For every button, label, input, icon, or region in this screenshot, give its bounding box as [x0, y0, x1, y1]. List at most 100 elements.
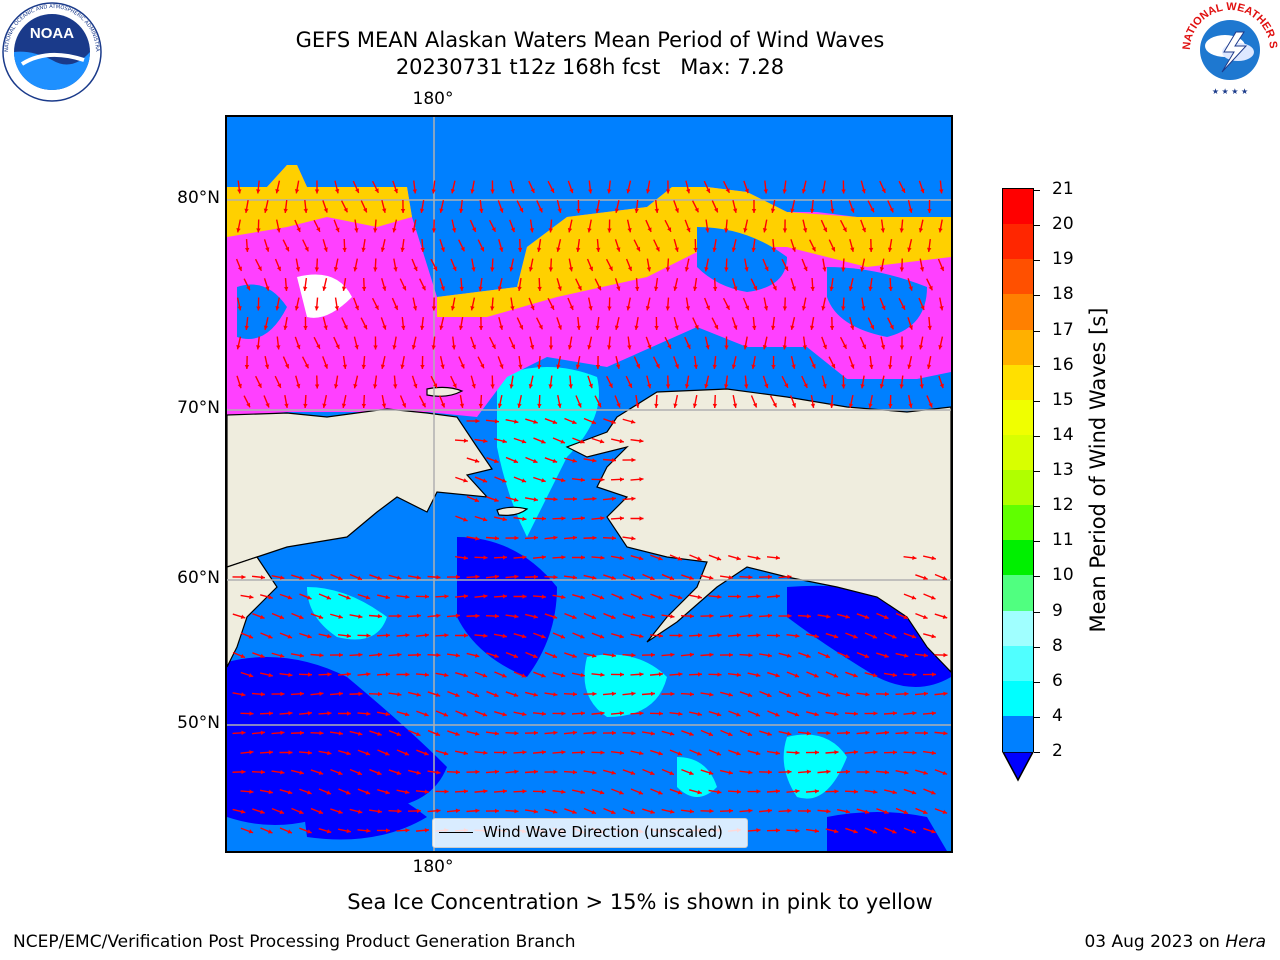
wind-wave-arrowhead — [861, 306, 866, 311]
wind-wave-arrowhead — [580, 516, 585, 521]
wind-wave-arrowhead — [416, 652, 421, 658]
wind-wave-arrowhead — [704, 267, 709, 272]
wind-wave-arrowhead — [782, 306, 788, 311]
wind-wave-arrowhead — [475, 613, 480, 619]
colorbar-tick-label: 9 — [1052, 600, 1063, 621]
wind-wave-arrowhead — [553, 574, 558, 580]
wind-wave-arrowhead — [357, 809, 363, 814]
wind-wave-arrowhead — [455, 731, 460, 736]
wind-wave-arrowhead — [697, 633, 702, 638]
wind-wave-arrowhead — [943, 691, 948, 696]
lon-label-bottom: 180° — [412, 857, 454, 877]
wind-wave-arrowhead — [548, 228, 553, 233]
wind-wave-arrowhead — [853, 634, 858, 639]
colorbar-tick-label: 20 — [1052, 214, 1074, 235]
wind-wave-arrowhead — [576, 208, 581, 213]
wind-wave-arrowhead — [724, 267, 729, 272]
wind-wave-arrowhead — [899, 345, 905, 350]
colorbar-step — [1003, 294, 1033, 332]
wind-wave-arrowhead — [560, 673, 566, 678]
wind-wave-arrowhead — [748, 808, 753, 813]
wind-wave-arrowhead — [462, 712, 468, 717]
wind-wave-arrowhead — [322, 286, 327, 291]
wind-wave-arrowhead — [260, 653, 265, 658]
wind-wave-arrowhead — [939, 189, 944, 194]
colorbar-step — [1003, 610, 1033, 648]
wind-wave-arrowhead — [277, 383, 282, 388]
wind-wave-arrowhead — [674, 247, 679, 252]
wind-wave-arrowhead — [791, 364, 796, 369]
wind-wave-arrowhead — [692, 286, 698, 291]
colorbar-tick-mark — [1034, 752, 1040, 753]
wind-wave-arrowhead — [502, 555, 507, 560]
wind-wave-arrowhead — [361, 364, 366, 369]
wind-wave-arrowhead — [595, 208, 600, 213]
wind-wave-arrowhead — [452, 383, 457, 388]
wind-wave-arrowhead — [833, 673, 839, 678]
wind-wave-arrowhead — [728, 770, 733, 775]
wind-wave-arrowhead — [553, 535, 558, 540]
wind-wave-arrowhead — [864, 653, 870, 658]
wind-wave-arrowhead — [597, 285, 602, 291]
wind-wave-arrowhead — [502, 712, 507, 717]
wind-wave-arrowhead — [260, 614, 265, 619]
wind-wave-arrowhead — [483, 633, 488, 638]
wind-wave-arrowhead — [787, 613, 792, 619]
wind-wave-arrowhead — [884, 809, 889, 814]
wind-wave-arrowhead — [771, 247, 776, 252]
wind-wave-arrowhead — [268, 595, 273, 600]
wind-wave-arrowhead — [845, 692, 850, 697]
wind-wave-arrowhead — [714, 207, 719, 213]
wind-wave-arrowhead — [673, 286, 678, 291]
wind-wave-arrowhead — [561, 750, 566, 755]
wind-wave-arrowhead — [923, 691, 928, 696]
wind-wave-arrowhead — [267, 829, 273, 834]
wind-wave-arrowhead — [491, 344, 496, 349]
wind-wave-arrowhead — [853, 711, 858, 716]
wind-wave-arrowhead — [795, 789, 800, 794]
wind-wave-arrowhead — [451, 345, 456, 350]
wind-wave-arrowhead — [607, 345, 612, 350]
wind-wave-arrowhead — [677, 751, 683, 756]
wind-wave-arrowhead — [647, 383, 652, 389]
nws-logo: NATIONAL WEATHER SERVICE ★ ★ ★ ★ — [1176, 0, 1280, 100]
wind-wave-arrowhead — [927, 247, 932, 252]
wind-wave-arrowhead — [530, 188, 535, 193]
wind-wave-arrowhead — [638, 556, 644, 561]
wind-wave-arrowhead — [513, 419, 519, 424]
wind-wave-arrowhead — [689, 575, 694, 580]
wind-wave-arrowhead — [479, 208, 484, 213]
wind-wave-arrowhead — [393, 305, 399, 310]
wind-wave-arrowhead — [880, 228, 886, 233]
wind-wave-arrowhead — [821, 305, 826, 311]
wind-wave-arrowhead — [561, 789, 566, 794]
wind-wave-arrowhead — [678, 672, 683, 677]
wind-wave-arrowhead — [299, 575, 304, 580]
wind-wave-arrowhead — [490, 306, 495, 311]
colorbar-tick-label: 17 — [1052, 319, 1074, 340]
wind-wave-arrowhead — [530, 305, 535, 311]
wind-wave-arrowhead — [393, 188, 398, 194]
wind-wave-arrowhead — [572, 730, 577, 735]
colorbar-tick-label: 12 — [1052, 495, 1074, 516]
wind-wave-arrowhead — [532, 653, 538, 658]
wind-wave-arrowhead — [686, 344, 691, 349]
wind-wave-arrowhead — [580, 595, 585, 600]
wind-wave-arrowhead — [908, 208, 913, 213]
wind-wave-arrowhead — [241, 574, 246, 580]
wind-wave-arrowhead — [533, 574, 538, 580]
wind-wave-arrowhead — [361, 247, 366, 252]
colorbar-label: Mean Period of Wind Waves [s] — [1086, 307, 1110, 633]
wind-wave-arrowhead — [483, 438, 488, 444]
wind-wave-arrowhead — [829, 325, 835, 330]
wind-wave-arrowhead — [591, 809, 597, 814]
wind-wave-arrowhead — [619, 750, 624, 755]
colorbar-tick-mark — [1034, 365, 1040, 367]
wind-wave-arrowhead — [560, 477, 566, 483]
wind-wave-arrowhead — [455, 613, 460, 618]
wind-wave-arrowhead — [610, 614, 616, 619]
wind-wave-arrowhead — [405, 789, 410, 795]
wind-wave-arrowhead — [494, 458, 499, 463]
wind-wave-arrowhead — [550, 305, 555, 310]
wind-wave-arrowhead — [248, 673, 254, 678]
